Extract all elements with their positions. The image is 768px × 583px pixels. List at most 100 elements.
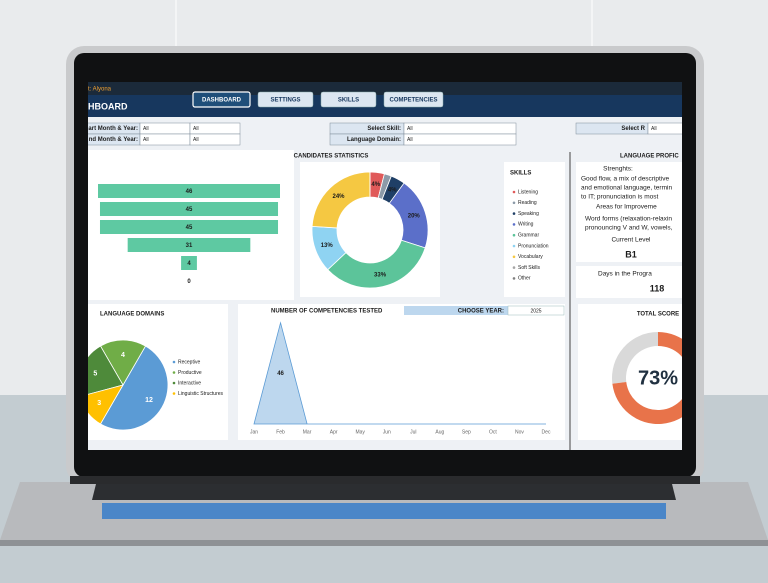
filter-value[interactable]: All bbox=[651, 126, 657, 132]
tab[interactable] bbox=[257, 91, 314, 108]
base-edge bbox=[0, 540, 768, 546]
x-tick-label: Jun bbox=[383, 429, 391, 435]
x-tick-label: Dec bbox=[542, 429, 551, 435]
legend-dot bbox=[172, 392, 176, 395]
pie-slice bbox=[88, 384, 124, 425]
funnel-label: 46 bbox=[186, 189, 193, 195]
funnel-label: 0 bbox=[187, 279, 191, 285]
panel-title: SKILLS bbox=[510, 171, 531, 177]
legend-dot bbox=[172, 360, 176, 364]
filter-value[interactable]: All bbox=[193, 126, 199, 132]
x-tick-label: Sep bbox=[462, 429, 471, 435]
legend-label: Pronunciation bbox=[518, 243, 549, 249]
hinge bbox=[70, 476, 700, 484]
year-label-box bbox=[404, 306, 508, 315]
filter-value[interactable]: All bbox=[143, 137, 149, 143]
filter-box[interactable] bbox=[647, 122, 688, 135]
legend-dot bbox=[512, 190, 516, 194]
tab[interactable] bbox=[192, 91, 251, 108]
x-tick-label: Mar bbox=[303, 429, 312, 435]
panel-title: LANGUAGE PROFIC bbox=[620, 154, 679, 160]
filter-label: Language Domain: bbox=[347, 137, 401, 143]
label: Current Level bbox=[611, 237, 651, 244]
slice-label: 24% bbox=[333, 194, 346, 200]
year[interactable]: 2025 bbox=[530, 308, 541, 314]
pie-slice bbox=[88, 345, 124, 395]
screen: t: Alyona HBOARD CANDIDATES STATISTICS S… bbox=[88, 82, 688, 450]
legend-label: Linguistic Structures bbox=[178, 391, 224, 397]
legend-dot bbox=[512, 277, 516, 280]
score-rest bbox=[612, 332, 658, 384]
slice-label: 5 bbox=[93, 370, 97, 377]
label: Areas for Improveme bbox=[596, 204, 657, 211]
funnel-bar bbox=[181, 256, 197, 270]
x-tick-label: Oct bbox=[489, 429, 497, 435]
legend-dot bbox=[512, 244, 516, 248]
legend-label: Other bbox=[518, 276, 531, 282]
label: CHOOSE YEAR: bbox=[458, 309, 504, 315]
client: t: Alyona bbox=[88, 87, 112, 93]
legend-label: Speaking bbox=[518, 211, 539, 217]
x-tick-label: Apr bbox=[330, 429, 338, 435]
tab-label[interactable]: DASHBOARD bbox=[202, 98, 242, 104]
legend-dot bbox=[172, 371, 176, 374]
trackpad-strip bbox=[102, 503, 666, 519]
slice-label: 12 bbox=[145, 397, 153, 404]
filter-label: Select Skill: bbox=[367, 126, 401, 132]
legend-dot bbox=[512, 233, 516, 237]
legend-label: Listening bbox=[518, 189, 538, 195]
filter-label: art Month & Year: bbox=[88, 126, 138, 132]
pie-slice bbox=[99, 345, 169, 431]
filter-value[interactable]: All bbox=[407, 137, 413, 143]
slice-label: 4 bbox=[121, 352, 125, 359]
filter-box[interactable] bbox=[403, 122, 517, 135]
profile-text: Word forms (relaxation-relaxin bbox=[585, 216, 672, 223]
legend-label: Receptive bbox=[178, 359, 200, 365]
legend-dot bbox=[512, 223, 516, 226]
profile-text: pronouncing V and W, vowels, bbox=[585, 225, 673, 232]
x-tick-label: Jul bbox=[410, 429, 416, 435]
tab-label[interactable]: COMPETENCIES bbox=[389, 98, 437, 104]
pie-slice bbox=[99, 339, 147, 386]
funnel-label: 45 bbox=[186, 207, 193, 213]
legend-dot bbox=[512, 212, 516, 215]
funnel-bar bbox=[99, 220, 279, 234]
label: Strenghts: bbox=[603, 166, 633, 173]
panel bbox=[504, 162, 565, 297]
filter-value[interactable]: All bbox=[193, 137, 199, 143]
slice-label: 3 bbox=[97, 400, 101, 407]
funnel-bar bbox=[127, 238, 251, 252]
value: 118 bbox=[650, 283, 665, 293]
tab-label[interactable]: SETTINGS bbox=[270, 98, 300, 104]
legend-dot bbox=[172, 381, 176, 385]
slice-label: 4% bbox=[371, 182, 380, 188]
score-arc bbox=[612, 332, 682, 424]
tab[interactable] bbox=[383, 91, 444, 108]
page-title: HBOARD bbox=[88, 101, 128, 111]
legend-label: Soft Skills bbox=[518, 265, 540, 271]
filter-box[interactable] bbox=[403, 133, 517, 146]
tab[interactable] bbox=[320, 91, 377, 108]
tab-label[interactable]: SKILLS bbox=[338, 98, 359, 104]
x-tick-label: May bbox=[355, 429, 365, 435]
filter-value[interactable]: All bbox=[407, 126, 413, 132]
slice-label: 13% bbox=[321, 243, 334, 249]
funnel-bar bbox=[98, 184, 280, 198]
filter-label: nd Month & Year: bbox=[89, 137, 138, 143]
year-box[interactable] bbox=[507, 305, 565, 316]
legend-label: Productive bbox=[178, 370, 202, 376]
funnel-label: 45 bbox=[186, 225, 193, 231]
slice-label: 33% bbox=[374, 272, 387, 278]
keyboard bbox=[92, 484, 676, 500]
legend-label: Vocabulary bbox=[518, 254, 543, 260]
filter-box[interactable] bbox=[189, 133, 241, 146]
x-tick-label: Aug bbox=[435, 429, 444, 435]
panel-title: NUMBER OF COMPETENCIES TESTED bbox=[271, 309, 383, 315]
panel-title: TOTAL SCORE bbox=[637, 312, 679, 318]
funnel-bar bbox=[99, 202, 279, 216]
filter-value[interactable]: All bbox=[143, 126, 149, 132]
panel-title: CANDIDATES STATISTICS bbox=[294, 154, 369, 160]
funnel-label: 31 bbox=[186, 243, 193, 249]
x-tick-label: Feb bbox=[276, 429, 285, 435]
panel bbox=[576, 162, 682, 262]
